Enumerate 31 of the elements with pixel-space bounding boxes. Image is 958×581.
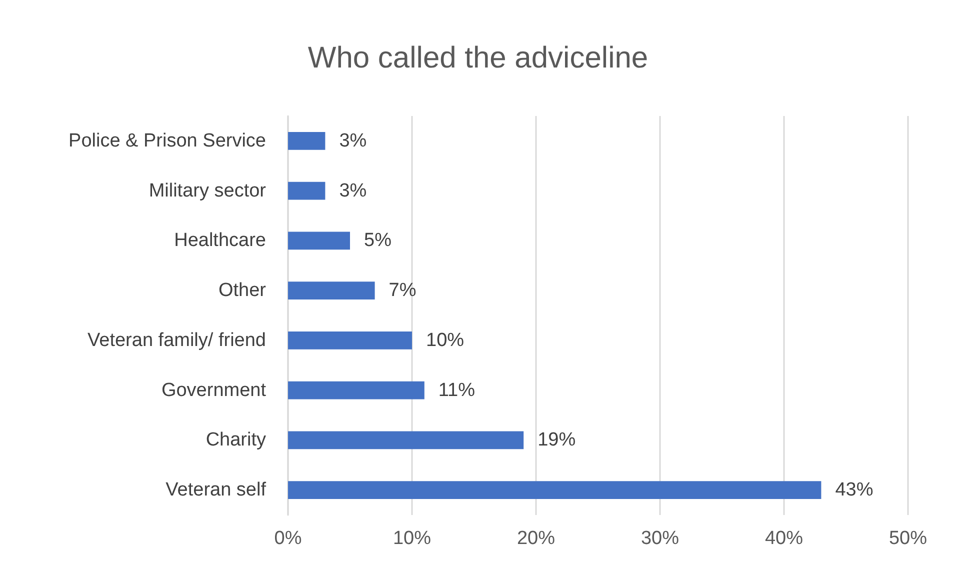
- data-label: 5%: [364, 230, 392, 252]
- data-label: 3%: [339, 180, 367, 202]
- bar: [288, 282, 375, 300]
- x-tick-label: 0%: [274, 528, 302, 549]
- bar: [288, 132, 326, 150]
- data-label: 3%: [339, 130, 367, 152]
- data-label: 19%: [538, 430, 576, 451]
- data-label: 10%: [426, 330, 464, 351]
- y-tick-label: Charity: [206, 430, 266, 451]
- y-tick-label: Healthcare: [174, 230, 266, 252]
- x-tick-label: 30%: [640, 528, 680, 549]
- x-tick-label: 20%: [516, 528, 556, 549]
- data-label: 11%: [438, 380, 476, 401]
- bar: [288, 182, 326, 200]
- x-tick-label: 50%: [888, 528, 928, 549]
- y-tick-label: Veteran family/ friend: [88, 330, 266, 351]
- bar: [288, 381, 424, 400]
- y-tick-label: Military sector: [148, 180, 267, 202]
- bar: [288, 232, 350, 250]
- y-tick-label: Other: [218, 280, 267, 302]
- y-tick-label: Police & Prison Service: [68, 130, 266, 152]
- bar: [288, 431, 524, 450]
- bar: [288, 331, 412, 350]
- bar: [288, 481, 822, 500]
- x-tick-label: 10%: [392, 528, 432, 549]
- data-label: 43%: [835, 480, 874, 501]
- x-tick-label: 40%: [764, 528, 804, 549]
- y-tick-label: Veteran self: [166, 480, 267, 501]
- chart-title: Who called the adviceline: [308, 42, 648, 74]
- data-label: 7%: [388, 280, 416, 302]
- y-tick-label: Government: [161, 380, 267, 401]
